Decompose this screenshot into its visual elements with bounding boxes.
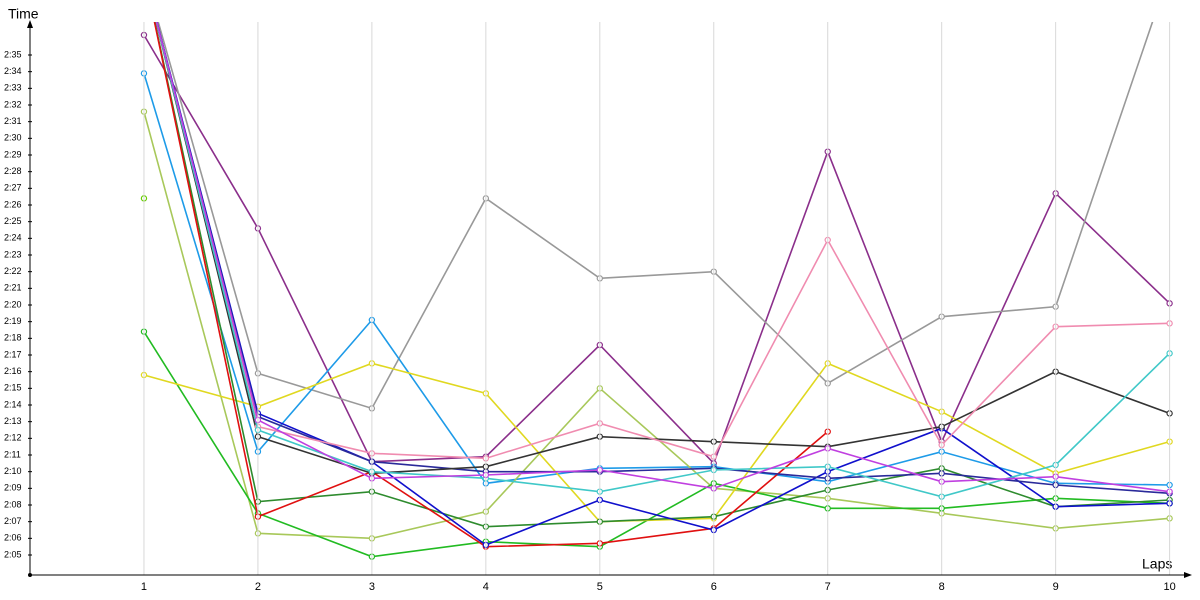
x-tick-label: 4 [483,581,489,593]
series-line [155,22,1170,475]
y-tick-label: 2:09 [4,483,22,493]
y-tick-label: 2:13 [4,416,22,426]
series-line [157,22,1154,410]
series-line [143,111,1170,540]
x-tick-label: 5 [597,581,603,593]
series-line [155,22,1171,498]
y-tick-label: 2:19 [4,316,22,326]
y-tick-label: 2:25 [4,216,22,226]
series-group [140,22,1173,560]
y-tick-label: 2:33 [4,83,22,93]
y-tick-label: 2:21 [4,283,22,293]
y-tick-label: 2:26 [4,199,22,209]
y-tick-label: 2:16 [4,366,22,376]
y-tick-label: 2:35 [4,49,22,59]
y-tick-label: 2:28 [4,166,22,176]
y-tick-label: 2:12 [4,433,22,443]
x-axis-title: Laps [1142,556,1172,572]
y-tick-label: 2:29 [4,149,22,159]
series-line [153,22,1170,528]
y-tick-label: 2:34 [4,66,22,76]
x-tick-label: 9 [1053,581,1059,593]
series-line [143,34,1171,465]
y-tick-label: 2:06 [4,533,22,543]
series-line [155,22,1170,493]
series-line [156,22,1170,495]
y-tick-label: 2:10 [4,466,22,476]
x-tick-label: 3 [369,581,375,593]
y-tick-label: 2:07 [4,516,22,526]
x-tick-label: 8 [939,581,945,593]
y-tick-label: 2:05 [4,549,22,559]
x-tick-label: 6 [711,581,717,593]
x-tick-label: 1 [141,581,147,593]
x-tick-label: 10 [1163,581,1175,593]
y-tick-label: 2:14 [4,399,22,409]
y-tick-label: 2:31 [4,116,22,126]
y-tick-label: 2:27 [4,183,22,193]
y-tick-label: 2:15 [4,383,22,393]
axis-arrow [27,20,33,28]
y-tick-label: 2:23 [4,249,22,259]
y-tick-label: 2:30 [4,133,22,143]
y-tick-label: 2:20 [4,299,22,309]
y-tick-label: 2:11 [4,449,21,459]
y-tick-label: 2:18 [4,333,22,343]
y-tick-label: 2:17 [4,349,22,359]
axis-arrow [1184,572,1192,578]
series-line [143,362,1170,523]
x-tick-label: 7 [825,581,831,593]
origin-dot [28,573,32,577]
y-axis-title: Time [8,6,39,22]
y-tick-label: 2:08 [4,499,22,509]
y-tick-label: 2:24 [4,233,22,243]
y-tick-label: 2:32 [4,99,22,109]
y-tick-label: 2:22 [4,266,22,276]
series-line [155,22,1170,460]
series-line [156,22,1170,546]
x-tick-label: 2 [255,581,261,593]
